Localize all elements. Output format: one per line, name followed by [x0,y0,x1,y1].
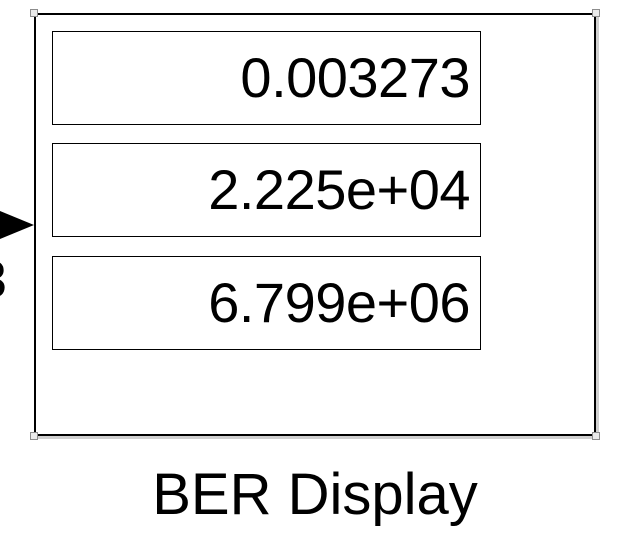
selection-handle-bottom-right[interactable] [592,432,600,440]
selection-handle-top-left[interactable] [30,9,38,17]
input-port-arrow-icon[interactable] [0,205,34,245]
selection-handle-bottom-left[interactable] [30,432,38,440]
input-port-label: 3 [0,254,7,306]
display-value-2: 2.225e+04 [52,143,481,237]
block-name-label[interactable]: BER Display [152,462,478,527]
display-value-3: 6.799e+06 [52,256,481,350]
display-value-1: 0.003273 [52,31,481,125]
selection-handle-top-right[interactable] [592,9,600,17]
